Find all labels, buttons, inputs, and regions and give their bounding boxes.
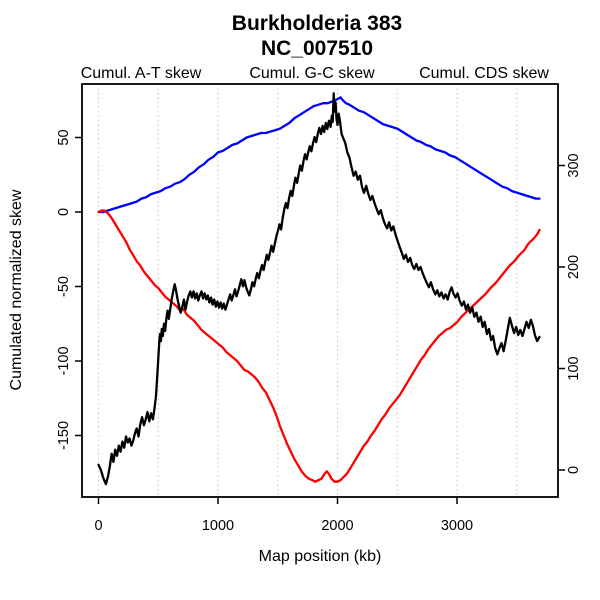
plot-title-line2: NC_007510 <box>261 37 373 60</box>
legend-gc-skew: Cumul. G-C skew <box>249 65 375 82</box>
right-tick-label-200: 200 <box>566 255 582 279</box>
curve-cumul-cds-skew <box>97 92 541 486</box>
legend-at-skew: Cumul. A-T skew <box>81 65 202 82</box>
right-tick-label-300: 300 <box>566 153 582 177</box>
left-tick-label--150: -150 <box>56 421 72 450</box>
plot-title-line1: Burkholderia 383 <box>232 12 402 35</box>
curve-cumul-a-t-skew <box>97 209 541 483</box>
curve-cumul-g-c-skew <box>97 96 541 214</box>
plot-area: 0 1000 2000 3000 50 0 -50 -100 -150 0 100 200 300 <box>56 83 582 534</box>
y-axis-label: Cumulated normalized skew <box>8 189 25 390</box>
right-tick-label-0: 0 <box>566 466 582 474</box>
left-tick-label--100: -100 <box>56 346 72 375</box>
left-tick-label-0: 0 <box>56 208 72 216</box>
x-axis-label: Map position (kb) <box>259 548 382 565</box>
x-tick-label-0: 0 <box>94 518 102 534</box>
right-tick-label-100: 100 <box>566 356 582 380</box>
x-tick-label-3000: 3000 <box>441 518 473 534</box>
plot-border <box>81 83 559 498</box>
left-tick-label--50: -50 <box>56 276 72 297</box>
legend-cds-skew: Cumul. CDS skew <box>419 65 549 82</box>
x-tick-label-1000: 1000 <box>202 518 234 534</box>
x-tick-label-2000: 2000 <box>321 518 353 534</box>
left-tick-label-50: 50 <box>56 129 72 145</box>
